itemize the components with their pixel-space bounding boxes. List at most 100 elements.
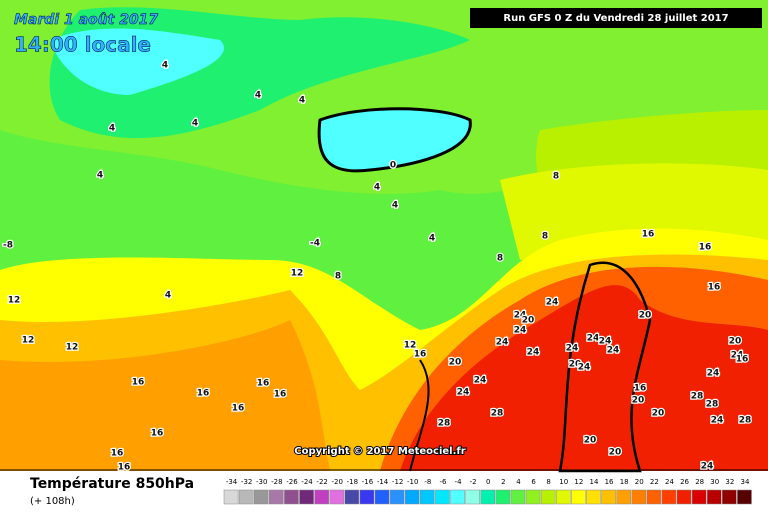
- contour-label: 24: [514, 311, 527, 321]
- contour-label: 16: [708, 283, 721, 293]
- contour-label: 24: [566, 344, 579, 354]
- contour-label: 28: [706, 400, 719, 410]
- legend-label: 10: [559, 478, 568, 486]
- legend-label: -2: [470, 478, 477, 486]
- legend-swatch: [420, 489, 435, 505]
- contour-label: 12: [22, 336, 35, 346]
- legend-label: 16: [605, 478, 614, 486]
- contour-label: 16: [232, 404, 245, 414]
- contour-label: 16: [132, 378, 145, 388]
- legend-swatch: [661, 489, 677, 505]
- legend-swatch: [722, 489, 737, 505]
- contour-label: 16: [274, 390, 287, 400]
- contour-label: 28: [491, 409, 504, 419]
- legend-swatch: [676, 489, 692, 505]
- contour-label: 20: [652, 409, 665, 419]
- contour-label: 20: [729, 337, 742, 347]
- legend-swatch: [525, 489, 541, 505]
- contour-label: 24: [546, 298, 559, 308]
- contour-label: 12: [8, 296, 21, 306]
- contour-label: 24: [707, 369, 720, 379]
- local-time: 14:00 locale: [14, 33, 151, 57]
- contour-label: 20: [639, 311, 652, 321]
- contour-label: 24: [711, 416, 724, 426]
- contour-label: 24: [599, 337, 612, 347]
- contour-label: 16: [642, 230, 655, 240]
- contour-label: 12: [291, 269, 304, 279]
- contour-label: 20: [449, 358, 462, 368]
- legend-swatch: [404, 489, 420, 505]
- temperature-zone: [0, 320, 330, 471]
- legend-label: -10: [407, 478, 418, 486]
- contour-line: [409, 359, 430, 472]
- contour-label: 24: [731, 351, 744, 361]
- footer-title: Température 850hPa: [30, 476, 194, 492]
- contour-label: 8: [335, 272, 341, 282]
- temperature-zone: [400, 285, 768, 471]
- contour-label: 20: [522, 316, 535, 326]
- legend-label: -18: [347, 478, 358, 486]
- lead-time: (+ 108h): [30, 496, 75, 507]
- contour-label: 16: [634, 384, 647, 394]
- legend-swatch: [631, 489, 647, 505]
- legend-swatch: [540, 489, 556, 505]
- contour-label: 8: [553, 172, 559, 182]
- contour-label: 24: [527, 348, 540, 358]
- legend-label: -4: [455, 478, 463, 486]
- legend-swatch: [555, 489, 571, 505]
- legend-swatch: [571, 489, 586, 505]
- legend-label: -30: [256, 478, 267, 486]
- legend-label: -14: [377, 478, 389, 486]
- legend-swatch: [737, 489, 752, 505]
- legend-label: 24: [665, 478, 674, 486]
- contour-label: 28: [691, 392, 704, 402]
- legend-label: 34: [740, 478, 749, 486]
- legend-label: 22: [650, 478, 659, 486]
- legend-label: 30: [710, 478, 719, 486]
- legend-swatch: [706, 489, 722, 505]
- legend-label: -34: [226, 478, 238, 486]
- legend-label: -8: [424, 478, 431, 486]
- legend-label: -28: [271, 478, 282, 486]
- contour-label: 16: [151, 429, 164, 439]
- temperature-zone: [50, 28, 224, 95]
- contour-label: 28: [438, 419, 451, 429]
- legend-label: 4: [516, 478, 521, 486]
- legend-label: -32: [241, 478, 252, 486]
- legend-swatch: [480, 489, 496, 505]
- contour-label: 4: [255, 91, 261, 101]
- contour-label: 24: [474, 376, 487, 386]
- contour-label: 4: [109, 124, 115, 134]
- copyright: Copyright © 2017 Meteociel.fr: [294, 446, 465, 457]
- contour-label: 20: [569, 360, 582, 370]
- legend-label: -22: [316, 478, 327, 486]
- contour-label: 16: [736, 355, 749, 365]
- legend-swatch: [435, 489, 450, 505]
- legend-swatch: [314, 489, 329, 505]
- legend-label: -26: [286, 478, 298, 486]
- contour-label: 0: [390, 161, 396, 171]
- contour-label: 8: [542, 232, 548, 242]
- contour-label: 4: [429, 234, 435, 244]
- contour-label: 24: [514, 326, 527, 336]
- legend-swatch: [691, 489, 707, 505]
- contour-label: 20: [609, 448, 622, 458]
- contour-label: 16: [257, 379, 270, 389]
- contour-label: 20: [632, 396, 645, 406]
- legend-swatch: [299, 489, 314, 505]
- legend-swatch: [253, 489, 269, 505]
- contour-label: 8: [497, 254, 503, 264]
- legend-swatch: [223, 489, 239, 505]
- date: Mardi 1 août 2017: [14, 12, 158, 28]
- contour-label: 28: [739, 416, 752, 426]
- legend-label: 14: [589, 478, 598, 486]
- legend-label: -24: [301, 478, 313, 486]
- legend-label: -6: [439, 478, 447, 486]
- legend-label: 26: [680, 478, 689, 486]
- contour-label: 4: [97, 171, 103, 181]
- legend-label: 20: [635, 478, 644, 486]
- contour-label: 4: [299, 96, 305, 106]
